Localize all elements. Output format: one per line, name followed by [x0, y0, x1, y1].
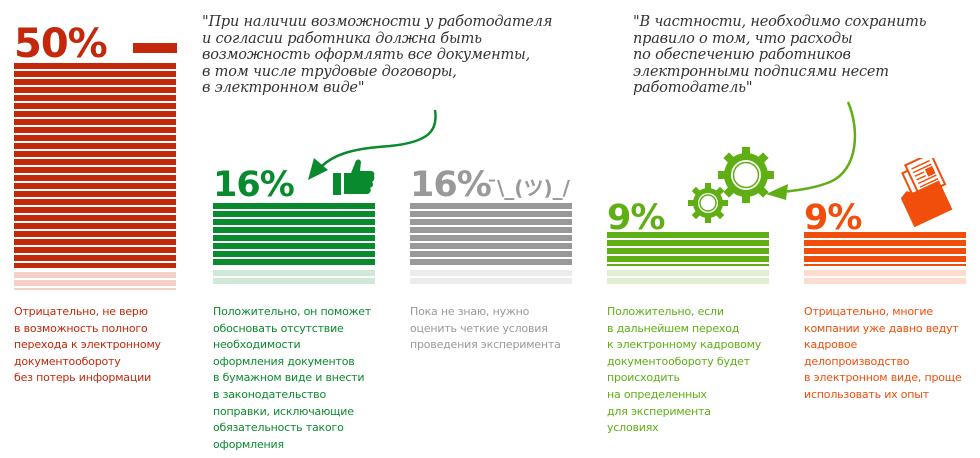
percent-label: 16% — [410, 165, 492, 205]
gears-icon — [688, 147, 774, 223]
percent-label: 9% — [607, 198, 665, 238]
quote-employer-electronic-documents: "При наличии возможности у работодателя … — [202, 14, 553, 96]
answer-description: Положительно, он поможет обосновать отсу… — [213, 305, 372, 451]
bar-negative-9 — [804, 232, 966, 285]
curved-arrow-icon — [766, 101, 857, 200]
percent-label: 9% — [804, 198, 862, 238]
bar-positive-16 — [213, 203, 375, 285]
answer-description: Отрицательно, многие компании уже давно … — [804, 305, 962, 401]
thumbs-up-icon — [333, 159, 375, 195]
percent-label: 50% — [14, 21, 108, 67]
answer-description: Отрицательно, не верю в возможность полн… — [14, 305, 161, 385]
bar-unsure-16 — [410, 203, 572, 285]
bar-negative-50 — [14, 63, 176, 290]
answer-description: Пока не знаю, нужно оценить четкие услов… — [410, 305, 561, 352]
quote-electronic-signature-costs: "В частности, необходимо сохранить прави… — [633, 14, 927, 96]
curved-arrow-icon — [308, 109, 437, 180]
answer-description: Положительно, если в дальнейшем переход … — [607, 305, 762, 435]
bar-positive-9 — [607, 232, 769, 285]
percent-label: 16% — [213, 165, 295, 205]
minus-dash-icon — [133, 43, 177, 53]
folder-documents-icon — [900, 158, 953, 228]
